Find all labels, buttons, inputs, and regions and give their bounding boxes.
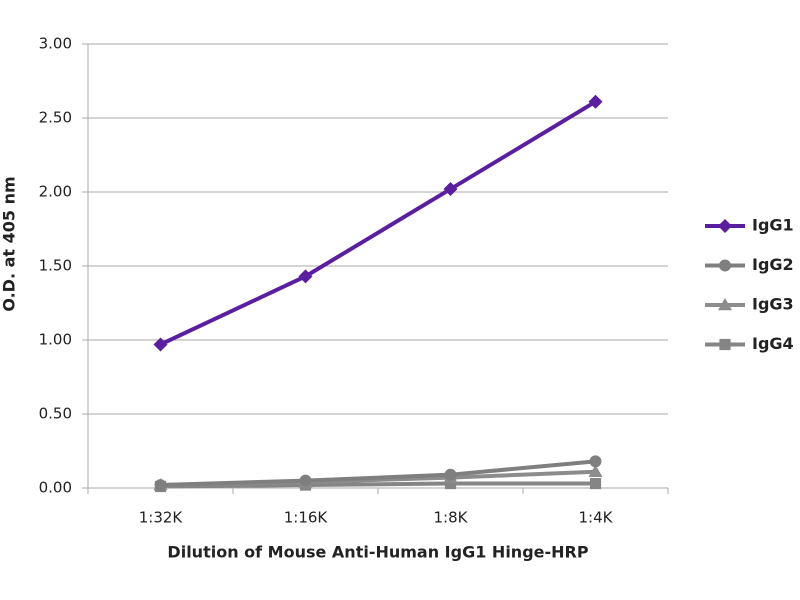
x-tick-label: 1:4K bbox=[579, 509, 614, 527]
series-line bbox=[160, 481, 596, 489]
marker bbox=[298, 269, 313, 284]
marker bbox=[299, 474, 312, 487]
legend-label: IgG4 bbox=[752, 334, 794, 353]
marker bbox=[589, 477, 602, 490]
y-tick-label: 2.00 bbox=[39, 183, 72, 201]
marker bbox=[154, 479, 167, 491]
marker bbox=[718, 219, 732, 233]
marker bbox=[718, 298, 732, 311]
y-tick-label: 1.00 bbox=[39, 331, 72, 349]
marker bbox=[588, 464, 603, 477]
x-tick-label: 1:16K bbox=[284, 509, 329, 527]
y-tick-label: 0.50 bbox=[39, 405, 72, 423]
x-axis-title: Dilution of Mouse Anti-Human IgG1 Hinge-… bbox=[167, 543, 588, 562]
marker bbox=[444, 477, 457, 490]
marker bbox=[719, 259, 731, 272]
marker bbox=[153, 337, 168, 352]
y-tick-label: 2.50 bbox=[39, 109, 72, 127]
y-tick-label: 3.00 bbox=[39, 35, 72, 53]
series-line bbox=[160, 459, 596, 488]
series-line bbox=[159, 100, 597, 347]
marker bbox=[444, 468, 457, 481]
x-tick-label: 1:8K bbox=[434, 509, 469, 527]
marker bbox=[588, 94, 603, 109]
y-tick-label: 1.50 bbox=[39, 257, 72, 275]
marker bbox=[443, 182, 458, 197]
marker bbox=[589, 455, 602, 468]
legend-label: IgG2 bbox=[752, 255, 794, 274]
y-tick-label: 0.00 bbox=[39, 479, 72, 497]
legend-label: IgG3 bbox=[752, 295, 794, 314]
x-tick-label: 1:32K bbox=[139, 509, 184, 527]
marker bbox=[719, 338, 731, 351]
legend-label: IgG1 bbox=[752, 216, 794, 235]
y-axis-title: O.D. at 405 nm bbox=[0, 176, 19, 311]
